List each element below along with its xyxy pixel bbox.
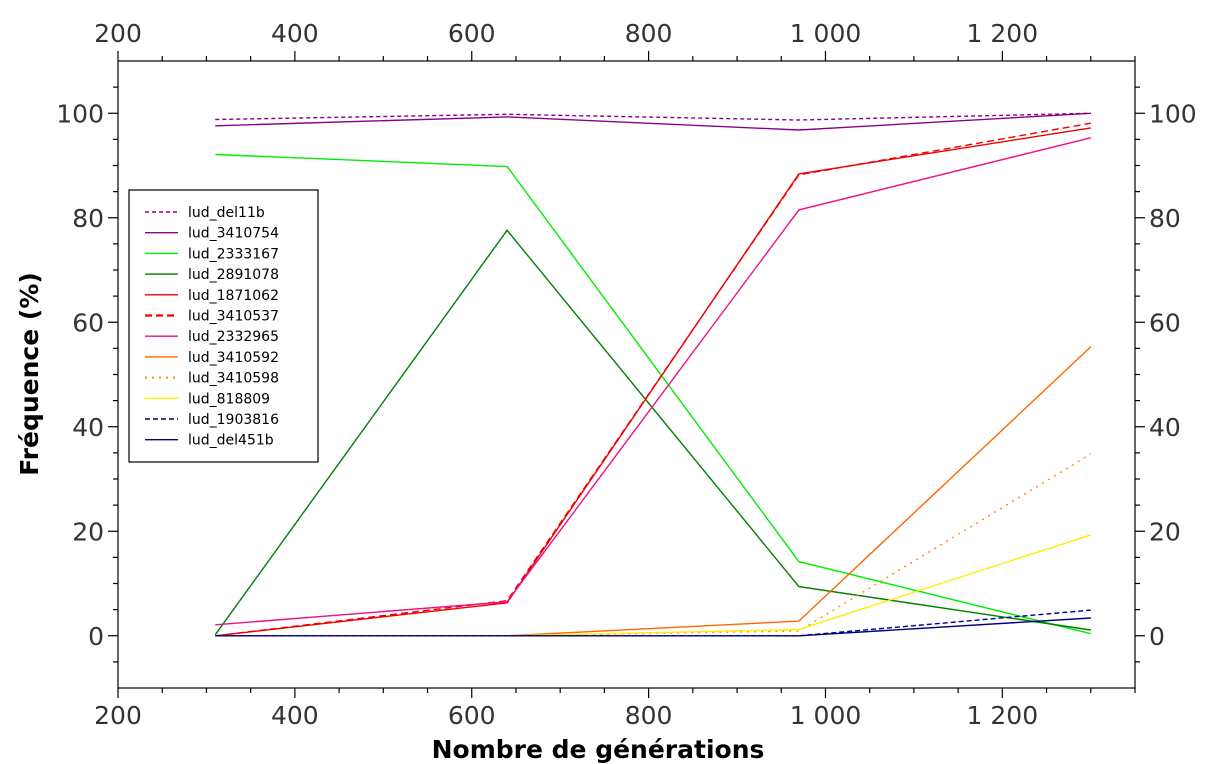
y-tick-label-left: 20: [72, 517, 104, 546]
legend-label-lud_3410754: lud_3410754: [188, 226, 279, 242]
y-tick-label-left: 60: [72, 308, 104, 337]
x-tick-label-top: 600: [448, 19, 496, 48]
x-tick-label-bottom: 200: [94, 701, 142, 730]
x-tick-label-top: 800: [625, 19, 673, 48]
series-line-lud_3410754: [215, 112, 1091, 131]
series-line-lud_1871062: [215, 127, 1091, 637]
legend-label-lud_1871062: lud_1871062: [188, 288, 279, 304]
series-layer: [214, 112, 1092, 637]
legend-label-lud_2891078: lud_2891078: [188, 267, 279, 283]
x-tick-label-top: 200: [94, 19, 142, 48]
series-line-lud_3410592: [215, 346, 1092, 637]
x-tick-label-bottom: 600: [448, 701, 496, 730]
y-tick-label-right: 60: [1149, 308, 1181, 337]
legend-label-lud_del451b: lud_del451b: [188, 433, 274, 449]
y-tick-label-right: 100: [1149, 99, 1197, 128]
x-tick-label-top: 1 200: [967, 19, 1039, 48]
legend-label-lud_2333167: lud_2333167: [188, 246, 279, 262]
legend-box: [128, 189, 319, 463]
y-tick-label-right: 20: [1149, 517, 1181, 546]
legend-label-lud_1903816: lud_1903816: [188, 412, 279, 428]
legend-label-lud_del11b: lud_del11b: [188, 205, 265, 221]
y-tick-label-left: 80: [72, 204, 104, 233]
plot-frame: [117, 60, 1136, 689]
x-tick-label-bottom: 800: [625, 701, 673, 730]
legend-label-lud_3410598: lud_3410598: [188, 371, 279, 387]
series-line-lud_2891078: [214, 229, 1091, 636]
y-tick-label-left: 100: [56, 99, 104, 128]
y-tick-label-right: 0: [1149, 622, 1165, 651]
series-line-lud_2333167: [215, 153, 1091, 635]
y-tick-label-left: 0: [88, 622, 104, 651]
x-tick-label-bottom: 1 200: [967, 701, 1039, 730]
legend-items: lud_del11b lud_3410754 lud_2333167 lud_2891…: [145, 205, 279, 449]
legend-label-lud_2332965: lud_2332965: [188, 329, 279, 345]
series-line-lud_3410537: [215, 122, 1091, 637]
x-tick-label-top: 400: [271, 19, 319, 48]
x-tick-label-bottom: 400: [271, 701, 319, 730]
series-line-lud_del11b: [215, 112, 1091, 121]
legend-label-lud_818809: lud_818809: [188, 391, 270, 407]
x-tick-label-top: 1 000: [790, 19, 862, 48]
y-tick-label-right: 40: [1149, 413, 1181, 442]
ticks-layer: [108, 51, 1145, 698]
x-tick-label-bottom: 1 000: [790, 701, 862, 730]
legend-label-lud_3410537: lud_3410537: [188, 309, 279, 325]
x-axis-title: Nombre de générations: [432, 735, 765, 764]
y-tick-label-right: 80: [1149, 204, 1181, 233]
y-axis-title: Fréquence (%): [15, 272, 44, 476]
legend: lud_del11b lud_3410754 lud_2333167 lud_2891…: [128, 189, 319, 463]
series-line-lud_del451b: [215, 617, 1091, 637]
y-tick-label-left: 40: [72, 413, 104, 442]
legend-label-lud_3410592: lud_3410592: [188, 350, 279, 366]
series-line-lud_3410598: [215, 453, 1092, 637]
series-line-lud_2332965: [215, 137, 1091, 626]
